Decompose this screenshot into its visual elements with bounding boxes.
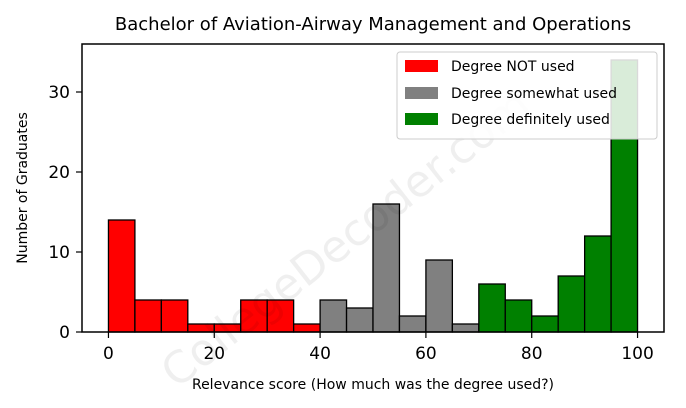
y-tick-label: 10 bbox=[48, 243, 70, 263]
x-tick-label: 80 bbox=[521, 344, 543, 364]
histogram-bar bbox=[478, 283, 506, 333]
histogram-bar bbox=[504, 299, 533, 333]
x-axis-label: Relevance score (How much was the degree… bbox=[192, 377, 554, 393]
histogram-bar bbox=[398, 315, 427, 333]
histogram-bar bbox=[319, 299, 348, 333]
histogram-bar bbox=[451, 323, 480, 333]
legend-label-definitely-used: Degree definitely used bbox=[451, 112, 610, 128]
legend: Degree NOT used Degree somewhat used Deg… bbox=[396, 51, 658, 140]
histogram-bar bbox=[134, 299, 163, 333]
legend-swatch-definitely-used bbox=[405, 113, 438, 125]
y-tick-label: 20 bbox=[48, 163, 70, 183]
histogram-bar bbox=[345, 307, 374, 333]
x-tick-label: 0 bbox=[103, 344, 114, 364]
legend-label-not-used: Degree NOT used bbox=[451, 59, 575, 75]
legend-frame bbox=[396, 51, 658, 140]
histogram-bar bbox=[160, 299, 189, 333]
y-tick-label: 0 bbox=[59, 323, 70, 343]
x-tick-label: 60 bbox=[415, 344, 437, 364]
y-tick-label: 30 bbox=[48, 83, 70, 103]
histogram-bar bbox=[292, 323, 321, 333]
x-tick-label: 100 bbox=[621, 344, 653, 364]
legend-swatch-not-used bbox=[405, 60, 438, 72]
histogram-bar bbox=[425, 259, 454, 333]
histogram-bar bbox=[372, 203, 401, 333]
plot-frame bbox=[81, 43, 665, 333]
y-axis-label: Number of Graduates bbox=[15, 112, 31, 264]
legend-swatch-somewhat-used bbox=[405, 87, 438, 99]
histogram-bar bbox=[583, 235, 612, 333]
x-axis-ticks: 0 20 40 60 80 100 bbox=[103, 332, 654, 364]
histogram-bar bbox=[531, 315, 559, 333]
histogram-bar bbox=[240, 299, 268, 333]
legend-label-somewhat-used: Degree somewhat used bbox=[451, 86, 617, 102]
x-tick-label: 40 bbox=[309, 344, 331, 364]
x-tick-label: 20 bbox=[203, 344, 225, 364]
histogram-bar bbox=[107, 219, 136, 333]
chart-title: Bachelor of Aviation-Airway Management a… bbox=[115, 14, 631, 35]
y-axis-ticks: 0 10 20 30 bbox=[48, 83, 82, 343]
histogram-bar bbox=[557, 275, 586, 333]
